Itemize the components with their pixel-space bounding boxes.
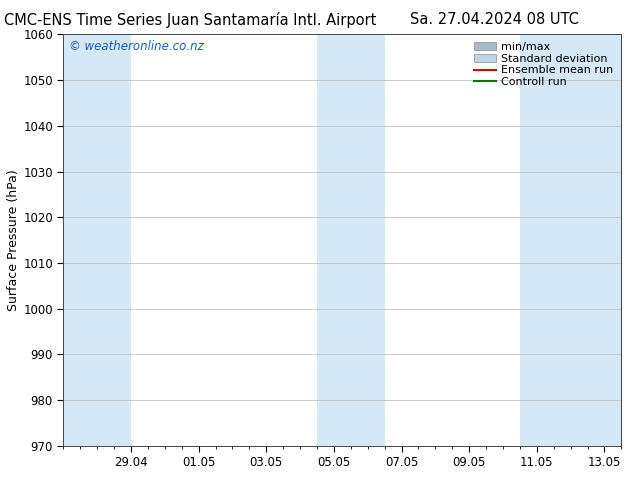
Legend: min/max, Standard deviation, Ensemble mean run, Controll run: min/max, Standard deviation, Ensemble me…: [471, 40, 616, 89]
Bar: [520, 34, 621, 446]
Text: © weatheronline.co.nz: © weatheronline.co.nz: [69, 41, 204, 53]
Bar: [317, 34, 385, 446]
Bar: [63, 34, 131, 446]
Text: CMC-ENS Time Series Juan Santamaría Intl. Airport: CMC-ENS Time Series Juan Santamaría Intl…: [4, 12, 377, 28]
Text: Sa. 27.04.2024 08 UTC: Sa. 27.04.2024 08 UTC: [410, 12, 579, 27]
Y-axis label: Surface Pressure (hPa): Surface Pressure (hPa): [8, 169, 20, 311]
